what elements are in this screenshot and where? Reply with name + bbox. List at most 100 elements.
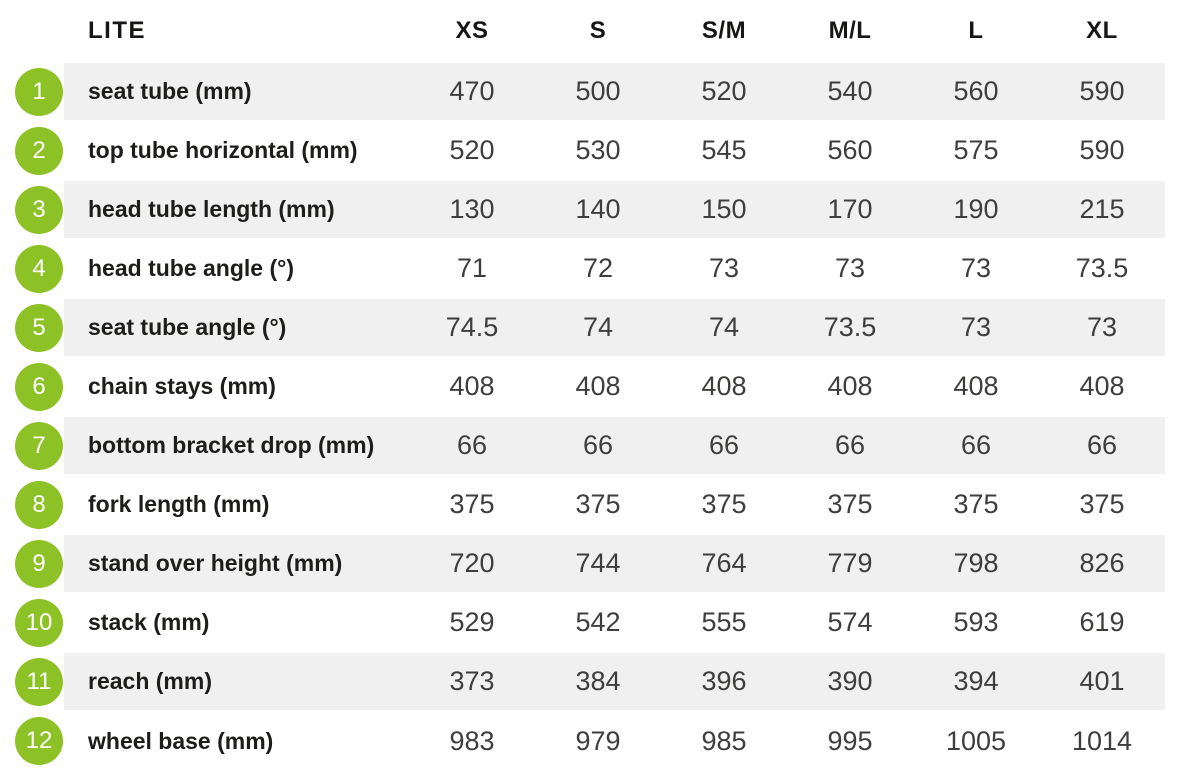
row-number-badge: 3: [15, 185, 63, 234]
measurement-value: 170: [787, 179, 913, 240]
measurement-label: head tube length (mm): [64, 179, 409, 240]
table-row: 10 stack (mm) 529 542 555 574 593 619: [0, 593, 1165, 652]
measurement-value: 73: [708, 253, 740, 283]
measurement-value: 140: [535, 179, 661, 240]
measurement-value: 574: [827, 607, 873, 637]
measurement-value: 66: [1039, 415, 1165, 476]
table-row: 9 stand over height (mm) 720 744 764 779 798 82…: [0, 533, 1165, 594]
measurement-value: 470: [409, 61, 535, 122]
row-number-cell: 12: [0, 711, 64, 770]
measurement-value: 995: [827, 725, 873, 756]
measurement-value: 593: [953, 607, 999, 637]
measurement-value: 401: [1039, 651, 1165, 712]
table-row: 11 reach (mm) 373 384 396 390 394 401: [0, 651, 1165, 712]
measurement-label: head tube angle (°): [88, 255, 294, 281]
measurement-value: 215: [1039, 179, 1165, 240]
measurement-label: bottom bracket drop (mm): [64, 415, 409, 476]
measurement-value: 375: [953, 489, 999, 519]
measurement-value: 150: [661, 179, 787, 240]
measurement-value: 72: [582, 253, 614, 283]
measurement-label: wheel base (mm): [88, 727, 274, 754]
measurement-value: 384: [535, 651, 661, 712]
measurement-value: 542: [575, 607, 621, 637]
size-header-l: L: [968, 16, 984, 44]
measurement-value: 985: [701, 725, 747, 756]
row-number-cell: 4: [0, 239, 64, 298]
measurement-value: 408: [449, 371, 495, 401]
row-number-badge: 4: [15, 244, 63, 293]
measurement-value: 74: [661, 297, 787, 358]
measurement-value: 73: [834, 253, 866, 283]
table-row: 8 fork length (mm) 375 375 375 375 375 375: [0, 475, 1165, 534]
table-row: 4 head tube angle (°) 71 72 73 73 73 73.5: [0, 239, 1165, 298]
measurement-value: 73: [960, 253, 992, 283]
measurement-label: seat tube (mm): [64, 61, 409, 122]
measurement-value: 408: [953, 371, 999, 401]
model-name-header: LITE: [88, 16, 146, 44]
table-row: 12 wheel base (mm) 983 979 985 995 1005 1014: [0, 711, 1165, 770]
measurement-value: 375: [1079, 489, 1125, 519]
row-number-badge: 1: [15, 67, 63, 116]
measurement-value: 560: [827, 135, 873, 165]
size-header-s-m: S/M: [701, 16, 747, 44]
measurement-value: 826: [1039, 533, 1165, 594]
measurement-value: 408: [701, 371, 747, 401]
row-number-badge: 12: [15, 716, 63, 765]
row-number-cell: 10: [0, 593, 64, 652]
measurement-value: 408: [575, 371, 621, 401]
row-number-badge: 9: [15, 539, 63, 588]
table-row: 6 chain stays (mm) 408 408 408 408 408 408: [0, 357, 1165, 416]
measurement-value: 979: [575, 725, 621, 756]
size-header-xs: XS: [455, 16, 489, 44]
row-number-badge: 2: [15, 126, 63, 175]
row-number-cell: 8: [0, 475, 64, 534]
measurement-value: 764: [661, 533, 787, 594]
measurement-value: 375: [575, 489, 621, 519]
measurement-value: 520: [449, 135, 495, 165]
row-number-cell: 6: [0, 357, 64, 416]
measurement-value: 74: [535, 297, 661, 358]
measurement-label: fork length (mm): [88, 491, 270, 517]
measurement-value: 590: [1039, 61, 1165, 122]
size-header-m-l: M/L: [828, 16, 872, 44]
measurement-value: 408: [827, 371, 873, 401]
measurement-value: 408: [1079, 371, 1125, 401]
row-number-cell: 11: [0, 652, 64, 711]
row-number-cell: 1: [0, 62, 64, 121]
row-number-cell: 9: [0, 534, 64, 593]
measurement-value: 73: [913, 297, 1039, 358]
measurement-value: 375: [701, 489, 747, 519]
measurement-label: stack (mm): [88, 609, 210, 635]
measurement-value: 619: [1079, 607, 1125, 637]
measurement-value: 390: [787, 651, 913, 712]
measurement-label: top tube horizontal (mm): [88, 137, 358, 163]
measurement-value: 66: [535, 415, 661, 476]
measurement-value: 983: [449, 725, 495, 756]
measurement-value: 545: [701, 135, 747, 165]
row-number-cell: 5: [0, 298, 64, 357]
measurement-value: 190: [913, 179, 1039, 240]
size-header-s: S: [589, 16, 607, 44]
table-body: 1 seat tube (mm) 470 500 520 540 560 590 2 top tu…: [0, 61, 1165, 770]
measurement-value: 130: [409, 179, 535, 240]
row-number-cell: 7: [0, 416, 64, 475]
row-number-badge: 6: [15, 362, 63, 411]
measurement-value: 540: [787, 61, 913, 122]
measurement-value: 555: [701, 607, 747, 637]
header-row: LITE XS S S/M M/L L XL: [0, 0, 1165, 62]
measurement-value: 73.5: [787, 297, 913, 358]
size-header-xl: XL: [1086, 16, 1118, 44]
measurement-label: seat tube angle (°): [64, 297, 409, 358]
measurement-value: 575: [953, 135, 999, 165]
badge-column-header: [0, 0, 64, 62]
measurement-value: 529: [449, 607, 495, 637]
measurement-value: 520: [661, 61, 787, 122]
table-row: 3 head tube length (mm) 130 140 150 170 190 215: [0, 179, 1165, 240]
row-number-badge: 10: [15, 598, 63, 647]
row-number-cell: 3: [0, 180, 64, 239]
table-row: 5 seat tube angle (°) 74.5 74 74 73.5 73 73: [0, 297, 1165, 358]
measurement-value: 560: [913, 61, 1039, 122]
measurement-value: 71: [456, 253, 488, 283]
